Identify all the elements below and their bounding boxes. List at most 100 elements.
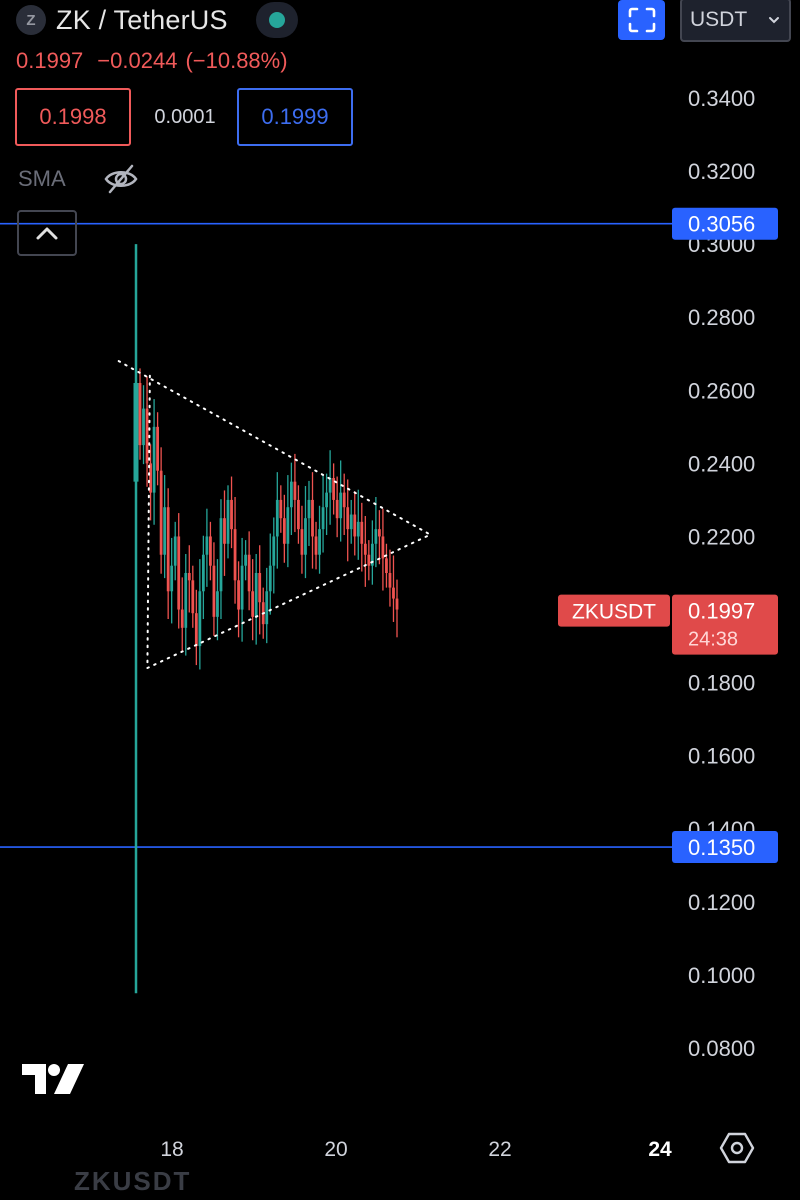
candle-body [180,609,184,628]
candle-body [251,591,255,617]
candle-body [307,499,311,519]
candle-body [363,543,367,555]
candle-body [265,591,269,625]
candle-body [353,514,357,537]
hline-label: 0.3056 [688,212,755,237]
candle-body [226,499,230,544]
hline-label-bg [672,831,778,864]
y-tick-label: 0.2800 [688,305,755,330]
candle-body [377,529,381,537]
chevron-up-icon [36,227,58,240]
indicator-sma-label[interactable]: SMA [18,166,66,191]
x-tick-label: 24 [648,1138,672,1161]
candle-body [356,521,360,537]
symbol-tag: ZKUSDT [572,601,656,624]
candle-body [247,554,251,592]
candle-body [184,573,188,628]
candle-body [209,536,212,566]
candle-body [166,507,170,592]
candle-body [374,529,378,544]
watermark-symbol: ZKUSDT [74,1166,192,1196]
symbol-tag-bg [558,594,670,627]
candle-body [233,529,237,581]
candle-body [297,499,300,530]
candle-body [159,470,163,555]
currency-select[interactable]: USDT [680,0,791,42]
collapse-indicators-button[interactable] [17,210,77,256]
candle-body [279,499,283,519]
candle-body [156,426,160,471]
candle-spike-body [133,383,139,482]
candle-body [289,481,293,508]
candle-body [230,499,233,530]
candle-body [145,408,149,464]
candle-body [205,536,209,555]
price-change: −0.0244 [97,48,178,73]
candle-body [240,565,244,610]
y-tick-label: 0.2400 [688,451,755,476]
candle-body [314,536,318,555]
y-tick-label: 0.1000 [688,963,755,988]
buy-button[interactable]: 0.1999 [237,88,353,146]
price-summary: 0.1997 −0.0244 (−10.88%) [16,48,288,74]
y-tick-label: 0.2600 [688,378,755,403]
candle-body [191,580,195,614]
candle-body [304,518,307,555]
hline-label-bg [672,207,778,240]
candle-body [286,507,290,544]
candle-body [325,492,328,508]
candle-body [223,518,226,544]
candle-body [138,383,142,446]
market-open-dot-icon [268,12,285,28]
candle-body [346,507,350,530]
candle-body [187,573,191,581]
last-price: 0.1997 [16,48,84,73]
candle-body [300,529,304,555]
chevron-down-icon [769,17,779,24]
candle-body [395,598,399,610]
candle-body [318,529,321,555]
candle-body [254,573,258,617]
eye-off-icon[interactable] [102,162,140,196]
candle-body [367,554,371,566]
candle-body [293,481,297,500]
candle-body [335,499,339,519]
candle-body [173,536,177,566]
x-tick-label: 22 [488,1138,511,1161]
candle-body [219,518,223,592]
triangle-trendline [146,533,432,669]
symbol-title[interactable]: ZK / TetherUS [56,4,228,35]
candle-body [388,573,392,588]
y-tick-label: 0.3200 [688,159,755,184]
candle-body [177,536,181,610]
chart-settings-button[interactable] [716,1128,758,1168]
y-tick-label: 0.2200 [688,524,755,549]
candle-body [212,565,216,617]
candle-body [328,478,332,493]
candle-body [385,558,388,573]
candle-body [258,573,262,603]
fullscreen-button[interactable] [618,0,665,40]
coin-icon: Z [16,5,46,35]
market-status[interactable] [255,2,298,38]
candle-body [275,499,279,537]
y-tick-label: 0.1200 [688,890,755,915]
candle-body [201,554,205,592]
candle-body [163,507,167,555]
y-tick-label: 0.0800 [688,1036,755,1061]
bar-countdown: 24:38 [688,629,738,651]
hline-label: 0.1350 [688,835,755,860]
gear-icon [719,1132,755,1164]
symbol-header[interactable]: Z ZK / TetherUS [16,2,298,38]
candle-body [332,478,336,500]
candle-body [216,591,219,617]
candle-body [272,536,276,566]
candle-body [321,507,325,530]
candle-body [268,565,272,592]
candle-body [149,463,152,493]
sell-button[interactable]: 0.1998 [15,88,131,146]
x-tick-label: 18 [160,1138,183,1161]
candle-body [198,591,202,647]
candle-body [342,492,346,508]
